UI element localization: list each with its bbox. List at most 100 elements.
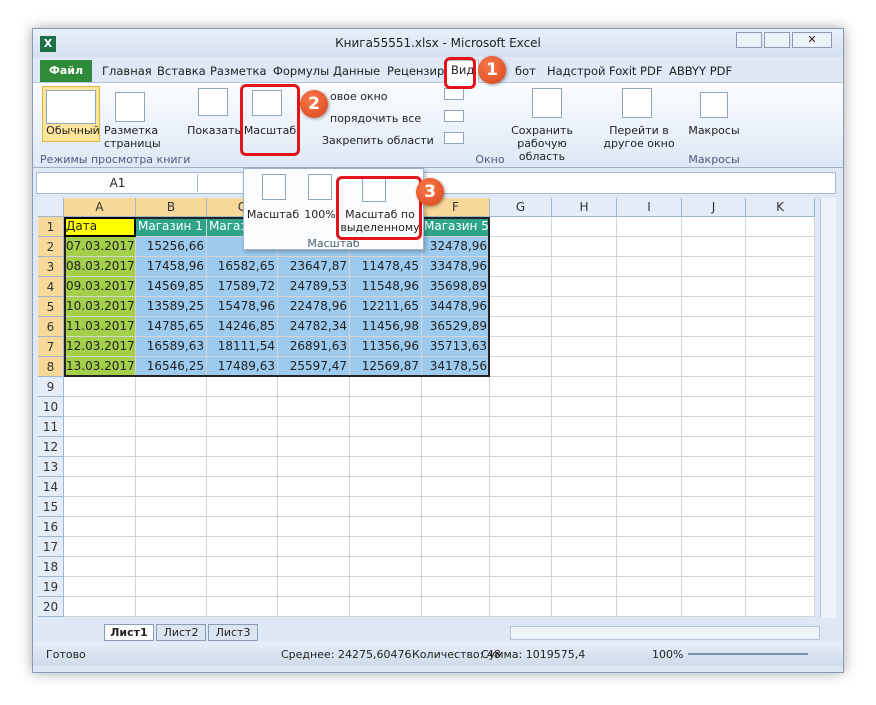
cell[interactable] <box>350 377 422 397</box>
cell[interactable] <box>552 517 617 537</box>
cell[interactable] <box>422 437 490 457</box>
row-header[interactable]: 9 <box>38 377 64 397</box>
cell[interactable]: 17489,63 <box>207 357 278 377</box>
cell[interactable] <box>490 297 552 317</box>
ribbon-icon[interactable] <box>532 88 562 118</box>
cell[interactable] <box>278 477 350 497</box>
cell[interactable] <box>350 517 422 537</box>
cell[interactable]: 18111,54 <box>207 337 278 357</box>
cell[interactable] <box>746 537 815 557</box>
cell[interactable] <box>207 457 278 477</box>
ribbon-tab[interactable]: Разметка <box>210 64 267 78</box>
ribbon-tab[interactable]: бот <box>515 64 536 78</box>
cell[interactable] <box>552 597 617 617</box>
cell[interactable]: 07.03.2017 <box>64 237 136 257</box>
cell[interactable] <box>490 237 552 257</box>
cell[interactable] <box>422 597 490 617</box>
cell[interactable] <box>746 237 815 257</box>
cell[interactable] <box>746 477 815 497</box>
ribbon-tab[interactable]: Рецензир <box>387 64 445 78</box>
ribbon-icon[interactable] <box>700 92 728 118</box>
cell[interactable] <box>490 517 552 537</box>
cell[interactable]: 11.03.2017 <box>64 317 136 337</box>
cell[interactable] <box>617 517 682 537</box>
cell[interactable] <box>207 397 278 417</box>
ribbon-button[interactable]: порядочить все <box>330 112 422 125</box>
cell[interactable] <box>746 317 815 337</box>
cell[interactable] <box>746 257 815 277</box>
cell[interactable]: 26891,63 <box>278 337 350 357</box>
cell[interactable] <box>136 497 207 517</box>
cell[interactable] <box>682 437 746 457</box>
cell[interactable] <box>617 377 682 397</box>
row-header[interactable]: 18 <box>38 557 64 577</box>
cell[interactable] <box>136 477 207 497</box>
cell[interactable] <box>278 437 350 457</box>
cell[interactable] <box>682 577 746 597</box>
cell[interactable]: 24789,53 <box>278 277 350 297</box>
cell[interactable] <box>682 397 746 417</box>
zoom-menu-item[interactable]: Масштаб по выделенному <box>340 208 420 234</box>
cell[interactable]: Магазин 5 <box>422 217 490 237</box>
cell[interactable] <box>552 397 617 417</box>
cell[interactable] <box>490 537 552 557</box>
cell[interactable] <box>136 457 207 477</box>
cell[interactable] <box>207 517 278 537</box>
name-box[interactable]: A1 <box>38 174 198 192</box>
cell[interactable] <box>746 597 815 617</box>
ribbon-icon[interactable] <box>46 90 96 124</box>
cell[interactable] <box>278 397 350 417</box>
cell[interactable] <box>350 457 422 477</box>
cell[interactable] <box>746 397 815 417</box>
cell[interactable] <box>422 457 490 477</box>
cell[interactable] <box>490 357 552 377</box>
zoom-slider[interactable] <box>688 653 808 655</box>
cell[interactable] <box>350 437 422 457</box>
cell[interactable] <box>278 377 350 397</box>
cell[interactable] <box>350 477 422 497</box>
cell[interactable] <box>490 417 552 437</box>
cell[interactable] <box>64 417 136 437</box>
cell[interactable] <box>422 397 490 417</box>
cell[interactable] <box>552 317 617 337</box>
column-header[interactable]: J <box>682 198 746 217</box>
cell[interactable]: 09.03.2017 <box>64 277 136 297</box>
cell[interactable] <box>617 477 682 497</box>
row-header[interactable]: 6 <box>38 317 64 337</box>
cell[interactable] <box>422 377 490 397</box>
cell[interactable] <box>682 417 746 437</box>
cell[interactable] <box>617 237 682 257</box>
row-header[interactable]: 12 <box>38 437 64 457</box>
vertical-scrollbar[interactable] <box>820 198 836 618</box>
cell[interactable] <box>617 577 682 597</box>
cell[interactable] <box>207 537 278 557</box>
cell[interactable] <box>617 417 682 437</box>
cell[interactable] <box>490 317 552 337</box>
cell[interactable] <box>617 297 682 317</box>
row-header[interactable]: 5 <box>38 297 64 317</box>
cell[interactable] <box>617 497 682 517</box>
cell[interactable] <box>207 417 278 437</box>
row-header[interactable]: 16 <box>38 517 64 537</box>
cell[interactable]: 32478,96 <box>422 237 490 257</box>
ribbon-tab[interactable]: Файл <box>40 60 92 82</box>
cell[interactable] <box>617 557 682 577</box>
cell[interactable] <box>64 597 136 617</box>
cell[interactable]: 12211,65 <box>350 297 422 317</box>
cell[interactable] <box>490 257 552 277</box>
cell[interactable] <box>746 497 815 517</box>
cell[interactable] <box>682 237 746 257</box>
cell[interactable] <box>552 217 617 237</box>
cell[interactable] <box>136 417 207 437</box>
cell[interactable] <box>64 577 136 597</box>
cell[interactable]: 08.03.2017 <box>64 257 136 277</box>
cell[interactable] <box>278 497 350 517</box>
cell[interactable] <box>682 257 746 277</box>
cell[interactable] <box>278 537 350 557</box>
cell[interactable] <box>682 517 746 537</box>
row-header[interactable]: 2 <box>38 237 64 257</box>
cell[interactable] <box>552 237 617 257</box>
ribbon-button[interactable]: Разметка страницы <box>104 124 161 150</box>
ribbon-tab[interactable]: Главная <box>102 64 152 78</box>
cell[interactable]: 15478,96 <box>207 297 278 317</box>
